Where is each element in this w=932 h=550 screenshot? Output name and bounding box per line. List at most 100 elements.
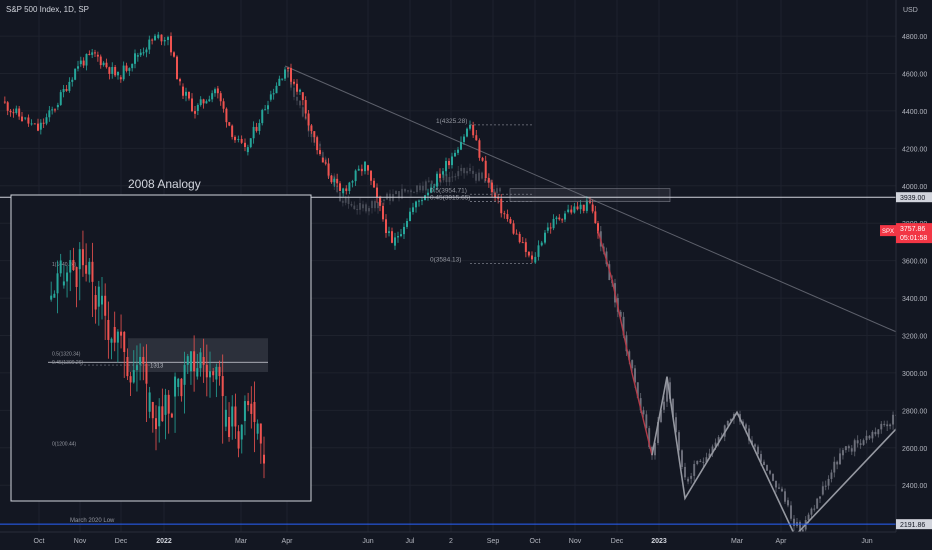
candle-body xyxy=(333,178,336,183)
inset-title: 2008 Analogy xyxy=(128,177,201,191)
candle-body xyxy=(129,376,132,383)
candle-body xyxy=(319,150,321,155)
candle-body xyxy=(628,351,631,361)
candle-body xyxy=(250,403,253,414)
candle-body xyxy=(237,431,240,449)
candle-body xyxy=(448,176,451,183)
candle-body xyxy=(781,488,783,492)
candle-body xyxy=(856,440,859,444)
candle-body xyxy=(359,202,361,210)
candle-body xyxy=(844,446,847,451)
candle-body xyxy=(199,352,202,369)
candle-body xyxy=(404,188,406,192)
candle-body xyxy=(12,112,15,114)
candle-body xyxy=(336,185,339,193)
candle-body xyxy=(754,444,756,447)
candle-body xyxy=(191,98,193,112)
candle-body xyxy=(813,508,816,510)
candle-body xyxy=(196,368,199,377)
candle-body xyxy=(657,421,659,443)
candle-body xyxy=(407,190,409,192)
candle-body xyxy=(154,35,156,41)
candle-body xyxy=(421,200,423,202)
candle-body xyxy=(85,265,88,274)
last-price-value: 3757.86 xyxy=(900,226,925,233)
candle-body xyxy=(216,88,219,94)
inset-2008-analogy: 2008 Analogy 1313 1(1440.24) 0.5(1320.34) 0.… xyxy=(10,177,312,502)
candle-body xyxy=(830,472,833,479)
candle-body xyxy=(104,295,107,316)
candle-body xyxy=(850,448,853,452)
candle-body xyxy=(102,62,105,66)
candle-body xyxy=(170,36,172,53)
candle-body xyxy=(699,460,702,462)
candle-body xyxy=(15,108,18,114)
candle-body xyxy=(215,366,218,380)
candle-body xyxy=(202,357,205,365)
candle-body xyxy=(546,227,549,231)
candle-body xyxy=(784,491,786,502)
candle-body xyxy=(726,420,729,426)
inset-fib-label: 0.45(1309.26) xyxy=(52,360,83,366)
candle-body xyxy=(561,219,564,221)
candle-body xyxy=(321,157,324,163)
x-tick-label: Nov xyxy=(74,538,87,545)
candle-body xyxy=(410,190,412,193)
candle-body xyxy=(555,217,558,219)
candle-body xyxy=(132,370,135,383)
candle-body xyxy=(793,518,795,526)
candle-body xyxy=(892,414,895,425)
candle-body xyxy=(745,424,747,429)
projection-zigzag-line xyxy=(651,376,897,538)
candle-body xyxy=(778,487,780,489)
candle-body xyxy=(564,213,566,220)
candle-body xyxy=(173,52,175,57)
candle-body xyxy=(296,83,298,92)
candle-body xyxy=(711,446,714,454)
candle-body xyxy=(403,226,405,235)
candle-body xyxy=(74,68,77,80)
candle-body xyxy=(622,316,625,336)
inset-fib-label: 1(1440.24) xyxy=(52,262,77,268)
candle-body xyxy=(544,232,546,243)
candle-body xyxy=(99,56,102,66)
candle-body xyxy=(868,435,871,439)
candle-body xyxy=(478,140,481,158)
candle-body xyxy=(185,91,187,96)
candle-body xyxy=(418,200,420,202)
candle-body xyxy=(101,295,103,305)
candle-body xyxy=(382,205,384,220)
candle-body xyxy=(77,66,79,69)
candle-body xyxy=(123,331,126,352)
candle-body xyxy=(424,195,426,201)
candle-body xyxy=(301,92,304,101)
candle-body xyxy=(376,187,378,198)
candle-body xyxy=(348,182,351,191)
candle-body xyxy=(59,92,62,105)
candle-body xyxy=(94,52,96,54)
candle-body xyxy=(62,281,65,286)
candle-body xyxy=(62,88,65,93)
candle-body xyxy=(37,123,39,131)
y-tick-label: 3400.00 xyxy=(902,296,927,303)
level-3939-tag-text: 3939.00 xyxy=(900,195,925,202)
candle-body xyxy=(287,67,289,69)
candle-body xyxy=(368,208,370,212)
candle-body xyxy=(341,200,344,203)
candle-body xyxy=(889,424,892,427)
candle-body xyxy=(576,206,579,210)
candle-body xyxy=(388,231,390,234)
candle-body xyxy=(639,398,642,411)
candle-body xyxy=(164,394,167,415)
candle-body xyxy=(259,423,262,444)
candle-body xyxy=(142,52,145,54)
candle-body xyxy=(678,432,680,451)
candle-body xyxy=(573,206,576,213)
candle-body xyxy=(466,171,469,174)
candle-body xyxy=(582,204,585,211)
candle-body xyxy=(50,295,53,300)
x-tick-label: Mar xyxy=(731,538,744,545)
candle-body xyxy=(365,204,367,212)
candle-body xyxy=(96,54,99,57)
